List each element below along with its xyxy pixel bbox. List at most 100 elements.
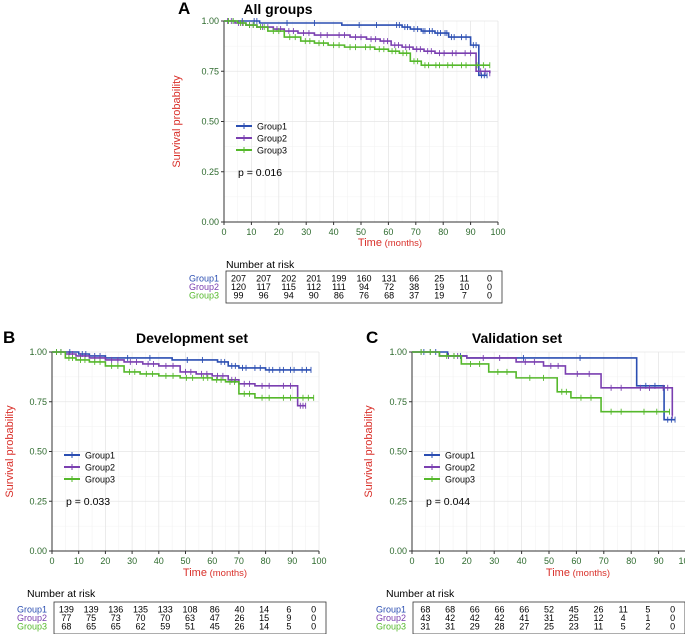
risk-cell: 19	[434, 282, 444, 292]
y-tick-label: 0.00	[201, 217, 219, 227]
risk-cell: 19	[434, 291, 444, 301]
risk-row-label: Group1	[189, 273, 219, 283]
y-axis-title: Survival probability	[171, 75, 183, 168]
risk-cell: 70	[160, 613, 170, 623]
risk-cell: 86	[334, 291, 344, 301]
series-group3-curve	[224, 20, 490, 67]
risk-cell: 66	[519, 604, 529, 614]
risk-cell: 11	[619, 604, 628, 614]
risk-cell: 31	[420, 622, 430, 632]
risk-cell: 5	[621, 622, 626, 632]
risk-cell: 5	[645, 604, 650, 614]
risk-cell: 68	[384, 291, 394, 301]
risk-cell: 62	[136, 622, 146, 632]
risk-cell: 42	[445, 613, 455, 623]
risk-cell: 0	[487, 273, 492, 283]
x-tick-label: 50	[356, 227, 366, 237]
risk-cell: 25	[434, 273, 444, 283]
legend-label: Group3	[257, 146, 287, 156]
risk-cell: 202	[281, 273, 296, 283]
risk-cell: 86	[210, 604, 220, 614]
risk-cell: 26	[593, 604, 603, 614]
y-tick-label: 1.00	[29, 347, 47, 357]
x-tick-label: 90	[466, 227, 476, 237]
y-tick-label: 0.50	[389, 447, 407, 457]
risk-cell: 51	[185, 622, 195, 632]
risk-cell: 12	[593, 613, 603, 623]
risk-row-label: Group2	[376, 613, 406, 623]
risk-cell: 201	[306, 273, 321, 283]
risk-cell: 6	[286, 604, 291, 614]
legend-label: Group3	[445, 475, 475, 485]
risk-cell: 26	[234, 613, 244, 623]
x-tick-label: 0	[49, 556, 54, 566]
risk-cell: 14	[259, 622, 269, 632]
legend-label: Group2	[257, 134, 287, 144]
risk-cell: 15	[259, 613, 269, 623]
x-tick-label: 80	[438, 227, 448, 237]
risk-cell: 66	[470, 604, 480, 614]
risk-cell: 68	[420, 604, 430, 614]
risk-table-border	[53, 601, 327, 634]
x-tick-label: 40	[329, 227, 339, 237]
chart-title: All groups	[243, 1, 312, 17]
risk-row-label: Group3	[376, 622, 406, 632]
risk-cell: 160	[356, 273, 371, 283]
p-value: p = 0.033	[66, 496, 110, 508]
legend-label: Group3	[85, 475, 115, 485]
legend-label: Group1	[445, 451, 475, 461]
risk-cell: 66	[495, 604, 505, 614]
x-axis-title-main: Time	[546, 567, 570, 579]
risk-cell: 29	[470, 622, 480, 632]
series-group1-curve	[224, 20, 488, 77]
risk-row-label: Group1	[376, 604, 406, 614]
x-tick-label: 80	[261, 556, 271, 566]
risk-cell: 0	[670, 622, 675, 632]
x-tick-label: 100	[678, 556, 685, 566]
y-tick-label: 0.00	[29, 546, 47, 556]
y-tick-label: 0.25	[201, 167, 219, 177]
risk-row-label: Group1	[17, 604, 47, 614]
y-tick-label: 0.75	[29, 397, 47, 407]
risk-cell: 68	[445, 604, 455, 614]
risk-cell: 25	[544, 622, 554, 632]
risk-cell: 139	[84, 604, 99, 614]
risk-cell: 72	[384, 282, 394, 292]
y-tick-label: 0.00	[389, 546, 407, 556]
x-tick-label: 30	[301, 227, 311, 237]
risk-row-label: Group3	[17, 622, 47, 632]
legend-label: Group1	[85, 451, 115, 461]
risk-cell: 1	[645, 613, 650, 623]
risk-cell: 66	[409, 273, 419, 283]
risk-cell: 14	[259, 604, 269, 614]
x-tick-label: 20	[274, 227, 284, 237]
x-tick-label: 80	[626, 556, 636, 566]
x-tick-label: 50	[180, 556, 190, 566]
risk-cell: 75	[86, 613, 96, 623]
series-group1-curve	[52, 351, 311, 371]
risk-cell: 37	[409, 291, 419, 301]
x-tick-label: 30	[489, 556, 499, 566]
x-tick-label: 60	[383, 227, 393, 237]
risk-cell: 31	[445, 622, 455, 632]
y-axis-title: Survival probability	[363, 405, 375, 498]
y-tick-label: 1.00	[201, 16, 219, 26]
risk-cell: 26	[234, 622, 244, 632]
risk-cell: 111	[332, 282, 346, 292]
risk-cell: 139	[59, 604, 74, 614]
risk-row-label: Group3	[189, 291, 219, 301]
risk-cell: 63	[185, 613, 195, 623]
y-tick-label: 0.50	[29, 447, 47, 457]
x-tick-label: 100	[311, 556, 326, 566]
risk-cell: 65	[86, 622, 96, 632]
legend-label: Group2	[445, 463, 475, 473]
risk-cell: 73	[111, 613, 121, 623]
risk-cell: 27	[519, 622, 529, 632]
risk-cell: 207	[256, 273, 271, 283]
risk-cell: 31	[544, 613, 554, 623]
x-axis-title-unit: (months)	[570, 568, 610, 579]
risk-cell: 25	[569, 613, 579, 623]
risk-cell: 131	[382, 273, 397, 283]
